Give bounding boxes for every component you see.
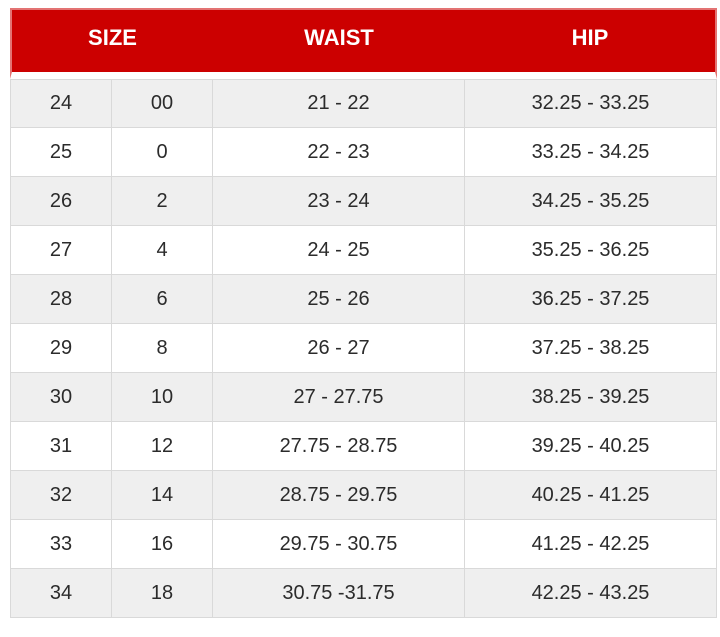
hip-cell: 40.25 - 41.25 — [465, 471, 717, 520]
size-column-header: SIZE — [10, 8, 213, 79]
size-numeric-cell: 28 — [10, 275, 112, 324]
table-row: 31 12 27.75 - 28.75 39.25 - 40.25 — [10, 422, 717, 471]
waist-cell: 25 - 26 — [213, 275, 465, 324]
size-numeric-cell: 31 — [10, 422, 112, 471]
hip-cell: 32.25 - 33.25 — [465, 79, 717, 128]
size-chart-body: 24 00 21 - 22 32.25 - 33.25 25 0 22 - 23 33.25 … — [10, 79, 717, 618]
size-alpha-cell: 4 — [112, 226, 213, 275]
size-alpha-cell: 2 — [112, 177, 213, 226]
waist-cell: 27 - 27.75 — [213, 373, 465, 422]
waist-cell: 22 - 23 — [213, 128, 465, 177]
table-row: 28 6 25 - 26 36.25 - 37.25 — [10, 275, 717, 324]
hip-cell: 35.25 - 36.25 — [465, 226, 717, 275]
size-numeric-cell: 32 — [10, 471, 112, 520]
size-alpha-cell: 14 — [112, 471, 213, 520]
size-numeric-cell: 27 — [10, 226, 112, 275]
size-numeric-cell: 34 — [10, 569, 112, 618]
waist-cell: 24 - 25 — [213, 226, 465, 275]
size-alpha-cell: 00 — [112, 79, 213, 128]
size-chart-table: SIZE WAIST HIP 24 00 21 - 22 32.25 - 33.25 2… — [10, 8, 717, 618]
size-alpha-cell: 0 — [112, 128, 213, 177]
hip-cell: 41.25 - 42.25 — [465, 520, 717, 569]
table-row: 27 4 24 - 25 35.25 - 36.25 — [10, 226, 717, 275]
hip-cell: 37.25 - 38.25 — [465, 324, 717, 373]
table-row: 24 00 21 - 22 32.25 - 33.25 — [10, 79, 717, 128]
size-alpha-cell: 6 — [112, 275, 213, 324]
table-row: 26 2 23 - 24 34.25 - 35.25 — [10, 177, 717, 226]
hip-cell: 34.25 - 35.25 — [465, 177, 717, 226]
waist-cell: 29.75 - 30.75 — [213, 520, 465, 569]
size-numeric-cell: 30 — [10, 373, 112, 422]
hip-cell: 38.25 - 39.25 — [465, 373, 717, 422]
size-numeric-cell: 24 — [10, 79, 112, 128]
size-chart-header: SIZE WAIST HIP — [10, 8, 717, 79]
waist-cell: 26 - 27 — [213, 324, 465, 373]
size-numeric-cell: 26 — [10, 177, 112, 226]
waist-cell: 23 - 24 — [213, 177, 465, 226]
waist-cell: 21 - 22 — [213, 79, 465, 128]
waist-cell: 28.75 - 29.75 — [213, 471, 465, 520]
header-row: SIZE WAIST HIP — [10, 8, 717, 79]
hip-column-header: HIP — [465, 8, 717, 79]
hip-cell: 33.25 - 34.25 — [465, 128, 717, 177]
hip-cell: 39.25 - 40.25 — [465, 422, 717, 471]
waist-cell: 27.75 - 28.75 — [213, 422, 465, 471]
table-row: 30 10 27 - 27.75 38.25 - 39.25 — [10, 373, 717, 422]
size-alpha-cell: 16 — [112, 520, 213, 569]
table-row: 33 16 29.75 - 30.75 41.25 - 42.25 — [10, 520, 717, 569]
size-chart-page: SIZE WAIST HIP 24 00 21 - 22 32.25 - 33.25 2… — [10, 8, 717, 618]
table-row: 34 18 30.75 -31.75 42.25 - 43.25 — [10, 569, 717, 618]
waist-cell: 30.75 -31.75 — [213, 569, 465, 618]
table-row: 32 14 28.75 - 29.75 40.25 - 41.25 — [10, 471, 717, 520]
size-alpha-cell: 12 — [112, 422, 213, 471]
size-alpha-cell: 18 — [112, 569, 213, 618]
size-numeric-cell: 29 — [10, 324, 112, 373]
hip-cell: 36.25 - 37.25 — [465, 275, 717, 324]
table-row: 25 0 22 - 23 33.25 - 34.25 — [10, 128, 717, 177]
waist-column-header: WAIST — [213, 8, 465, 79]
table-row: 29 8 26 - 27 37.25 - 38.25 — [10, 324, 717, 373]
size-numeric-cell: 25 — [10, 128, 112, 177]
hip-cell: 42.25 - 43.25 — [465, 569, 717, 618]
size-alpha-cell: 8 — [112, 324, 213, 373]
size-alpha-cell: 10 — [112, 373, 213, 422]
size-numeric-cell: 33 — [10, 520, 112, 569]
